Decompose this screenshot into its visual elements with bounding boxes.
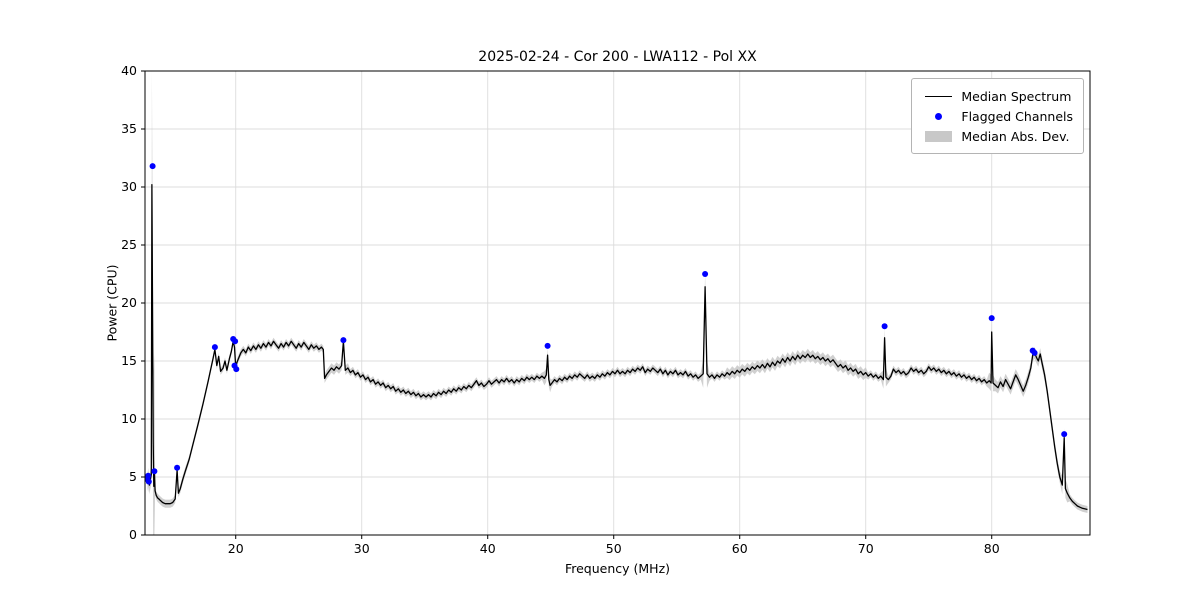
- legend-band-swatch: [921, 130, 955, 142]
- median-spectrum-line: [146, 184, 1088, 511]
- y-tick-label: 10: [121, 411, 137, 426]
- y-tick-label: 20: [121, 295, 137, 310]
- y-tick-label: 0: [129, 527, 137, 542]
- flagged-channel-point: [1031, 349, 1038, 356]
- legend-label: Median Spectrum: [961, 88, 1072, 104]
- axes-frame: [144, 70, 1091, 536]
- flagged-channel-point: [232, 338, 239, 345]
- x-tick-label: 30: [354, 541, 370, 556]
- y-tick-label: 40: [121, 63, 137, 78]
- y-tick-label: 25: [121, 237, 137, 252]
- flagged-channel-point: [174, 464, 181, 471]
- flagged-channel-point: [211, 344, 218, 351]
- legend-line-swatch: [921, 95, 955, 97]
- x-tick-label: 40: [480, 541, 496, 556]
- flagged-channel-point: [151, 468, 158, 475]
- y-tick-label: 5: [129, 469, 137, 484]
- x-tick-label: 20: [228, 541, 244, 556]
- flagged-channel-point: [881, 323, 888, 330]
- flagged-channel-point: [145, 478, 152, 485]
- y-axis-label: Power (CPU): [104, 264, 120, 342]
- flagged-channel-point: [544, 342, 551, 349]
- x-tick-label: 60: [732, 541, 748, 556]
- legend-item-flagged-channels: Flagged Channels: [921, 106, 1073, 126]
- flagged-channel-point: [702, 271, 709, 277]
- flagged-channel-point: [233, 366, 240, 373]
- legend-label: Flagged Channels: [961, 108, 1073, 124]
- legend-label: Median Abs. Dev.: [961, 128, 1070, 144]
- legend: Median Spectrum Flagged Channels Median …: [911, 78, 1084, 154]
- legend-item-median-spectrum: Median Spectrum: [921, 86, 1073, 106]
- flagged-channel-point: [340, 337, 347, 344]
- x-tick-label: 70: [858, 541, 874, 556]
- legend-item-median-abs-dev: Median Abs. Dev.: [921, 126, 1073, 146]
- x-axis-label: Frequency (MHz): [564, 561, 671, 576]
- flagged-channel-point: [149, 163, 156, 170]
- y-tick-label: 35: [121, 121, 137, 136]
- flagged-channel-point: [145, 472, 152, 479]
- legend-dot-swatch: [921, 112, 955, 120]
- chart-title: 2025-02-24 - Cor 200 - LWA112 - Pol XX: [478, 49, 757, 65]
- flagged-channel-point: [1061, 431, 1068, 438]
- flagged-channel-point: [988, 315, 995, 322]
- x-tick-label: 80: [984, 541, 1000, 556]
- y-tick-label: 15: [121, 353, 137, 368]
- y-tick-label: 30: [121, 179, 137, 194]
- x-tick-label: 50: [606, 541, 622, 556]
